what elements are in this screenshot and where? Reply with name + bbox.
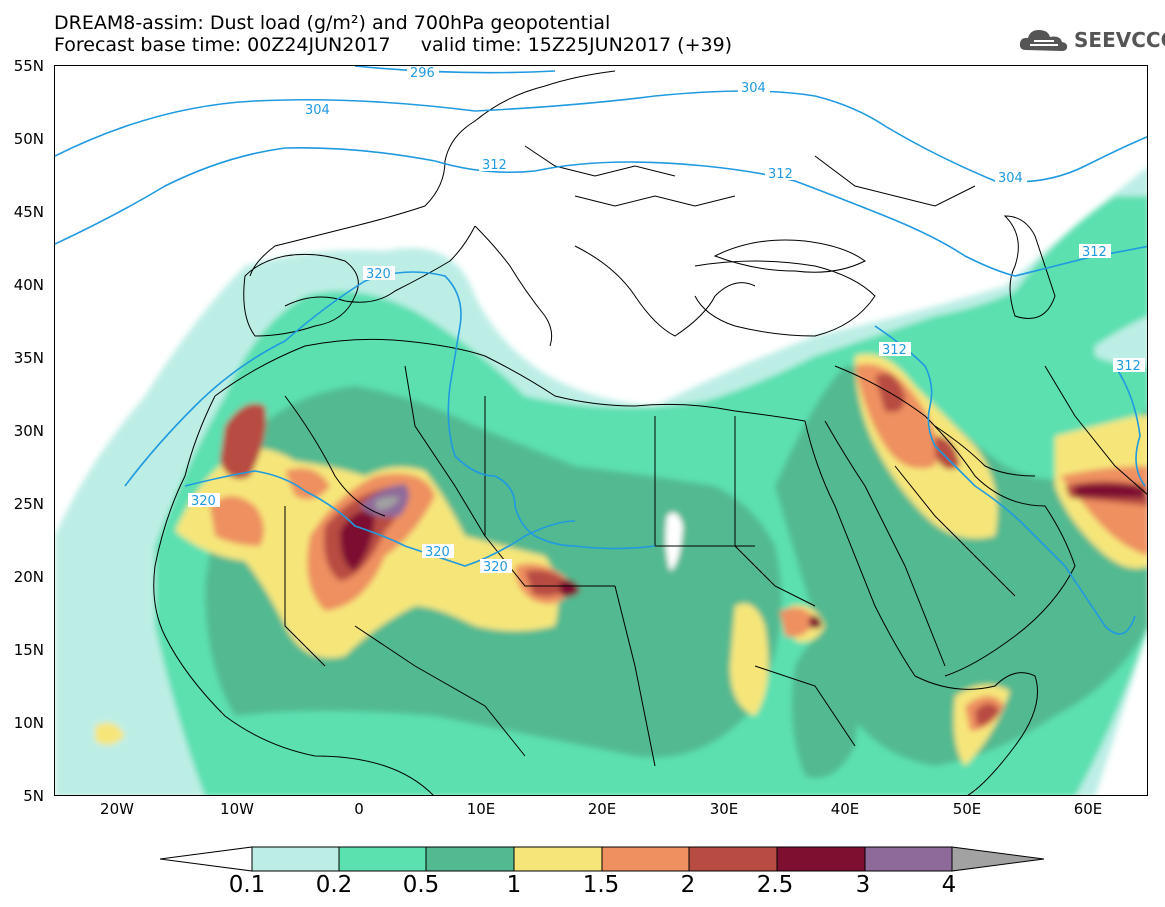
colorbar-label: 0.1	[228, 872, 266, 898]
lon-label: 10E	[466, 800, 496, 818]
colorbar-label: 0.5	[402, 872, 440, 898]
colorbar-label: 3	[855, 872, 871, 898]
colorbar-swatch	[776, 846, 866, 872]
colorbar-swatch	[688, 846, 778, 872]
colorbar-label: 1.5	[582, 872, 620, 898]
colorbar-swatch	[513, 846, 603, 872]
contour-label: 304	[998, 171, 1023, 186]
lat-label: 55N	[13, 57, 44, 75]
lon-label: 20W	[100, 800, 134, 818]
cloud-icon	[1019, 30, 1068, 51]
lon-label: 60E	[1073, 800, 1103, 818]
contour-label: 304	[305, 103, 330, 118]
seevccc-logo: SEEVCCC	[1018, 26, 1165, 54]
contour-label: 320	[191, 494, 216, 509]
lon-label: 30E	[709, 800, 739, 818]
colorbar-swatch	[601, 846, 690, 872]
lat-label: 5N	[23, 787, 44, 805]
lon-label: 40E	[830, 800, 860, 818]
lat-label: 40N	[13, 276, 44, 294]
lat-label: 50N	[13, 130, 44, 148]
contour-label: 312	[482, 158, 507, 173]
lat-label: 35N	[13, 349, 44, 367]
colorbar-label: 4	[941, 872, 957, 898]
colorbar-label: 0.2	[315, 872, 353, 898]
contour-label: 312	[1116, 359, 1141, 374]
lon-label: 10W	[220, 800, 254, 818]
colorbar-label: 1	[506, 872, 522, 898]
map-title: DREAM8-assim: Dust load (g/m²) and 700hP…	[54, 12, 611, 34]
lon-label: 50E	[952, 800, 982, 818]
colorbar	[160, 846, 1045, 872]
lat-label: 20N	[13, 568, 44, 586]
colorbar-label: 2	[680, 872, 696, 898]
contour-label: 320	[483, 560, 508, 575]
lat-label: 10N	[13, 714, 44, 732]
lat-label: 45N	[13, 203, 44, 221]
lat-label: 25N	[13, 495, 44, 513]
contour-label: 304	[741, 81, 766, 96]
contour-label: 296	[410, 66, 435, 81]
lon-label: 0	[354, 800, 364, 818]
dust-load-map: 296 304 304 304 312 312 312 312 312 320 …	[54, 65, 1148, 796]
logo-text: SEEVCCC	[1074, 28, 1165, 52]
contour-label: 320	[425, 545, 450, 560]
lat-label: 15N	[13, 641, 44, 659]
contour-labels: 296 304 304 304 312 312 312 312 312 320 …	[188, 66, 1145, 575]
colorbar-swatch	[425, 846, 515, 872]
contour-label: 320	[366, 267, 391, 282]
colorbar-swatch	[251, 846, 340, 872]
contour-label: 312	[882, 343, 907, 358]
lon-label: 20E	[587, 800, 617, 818]
colorbar-swatch	[864, 846, 953, 872]
contour-label: 312	[768, 167, 793, 182]
colorbar-label: 2.5	[756, 872, 794, 898]
dust-shading	[55, 167, 1147, 795]
colorbar-swatch	[338, 846, 427, 872]
map-canvas: 296 304 304 304 312 312 312 312 312 320 …	[55, 66, 1147, 795]
lat-label: 30N	[13, 422, 44, 440]
forecast-times: Forecast base time: 00Z24JUN2017 valid t…	[54, 34, 733, 56]
contour-label: 312	[1082, 245, 1107, 260]
